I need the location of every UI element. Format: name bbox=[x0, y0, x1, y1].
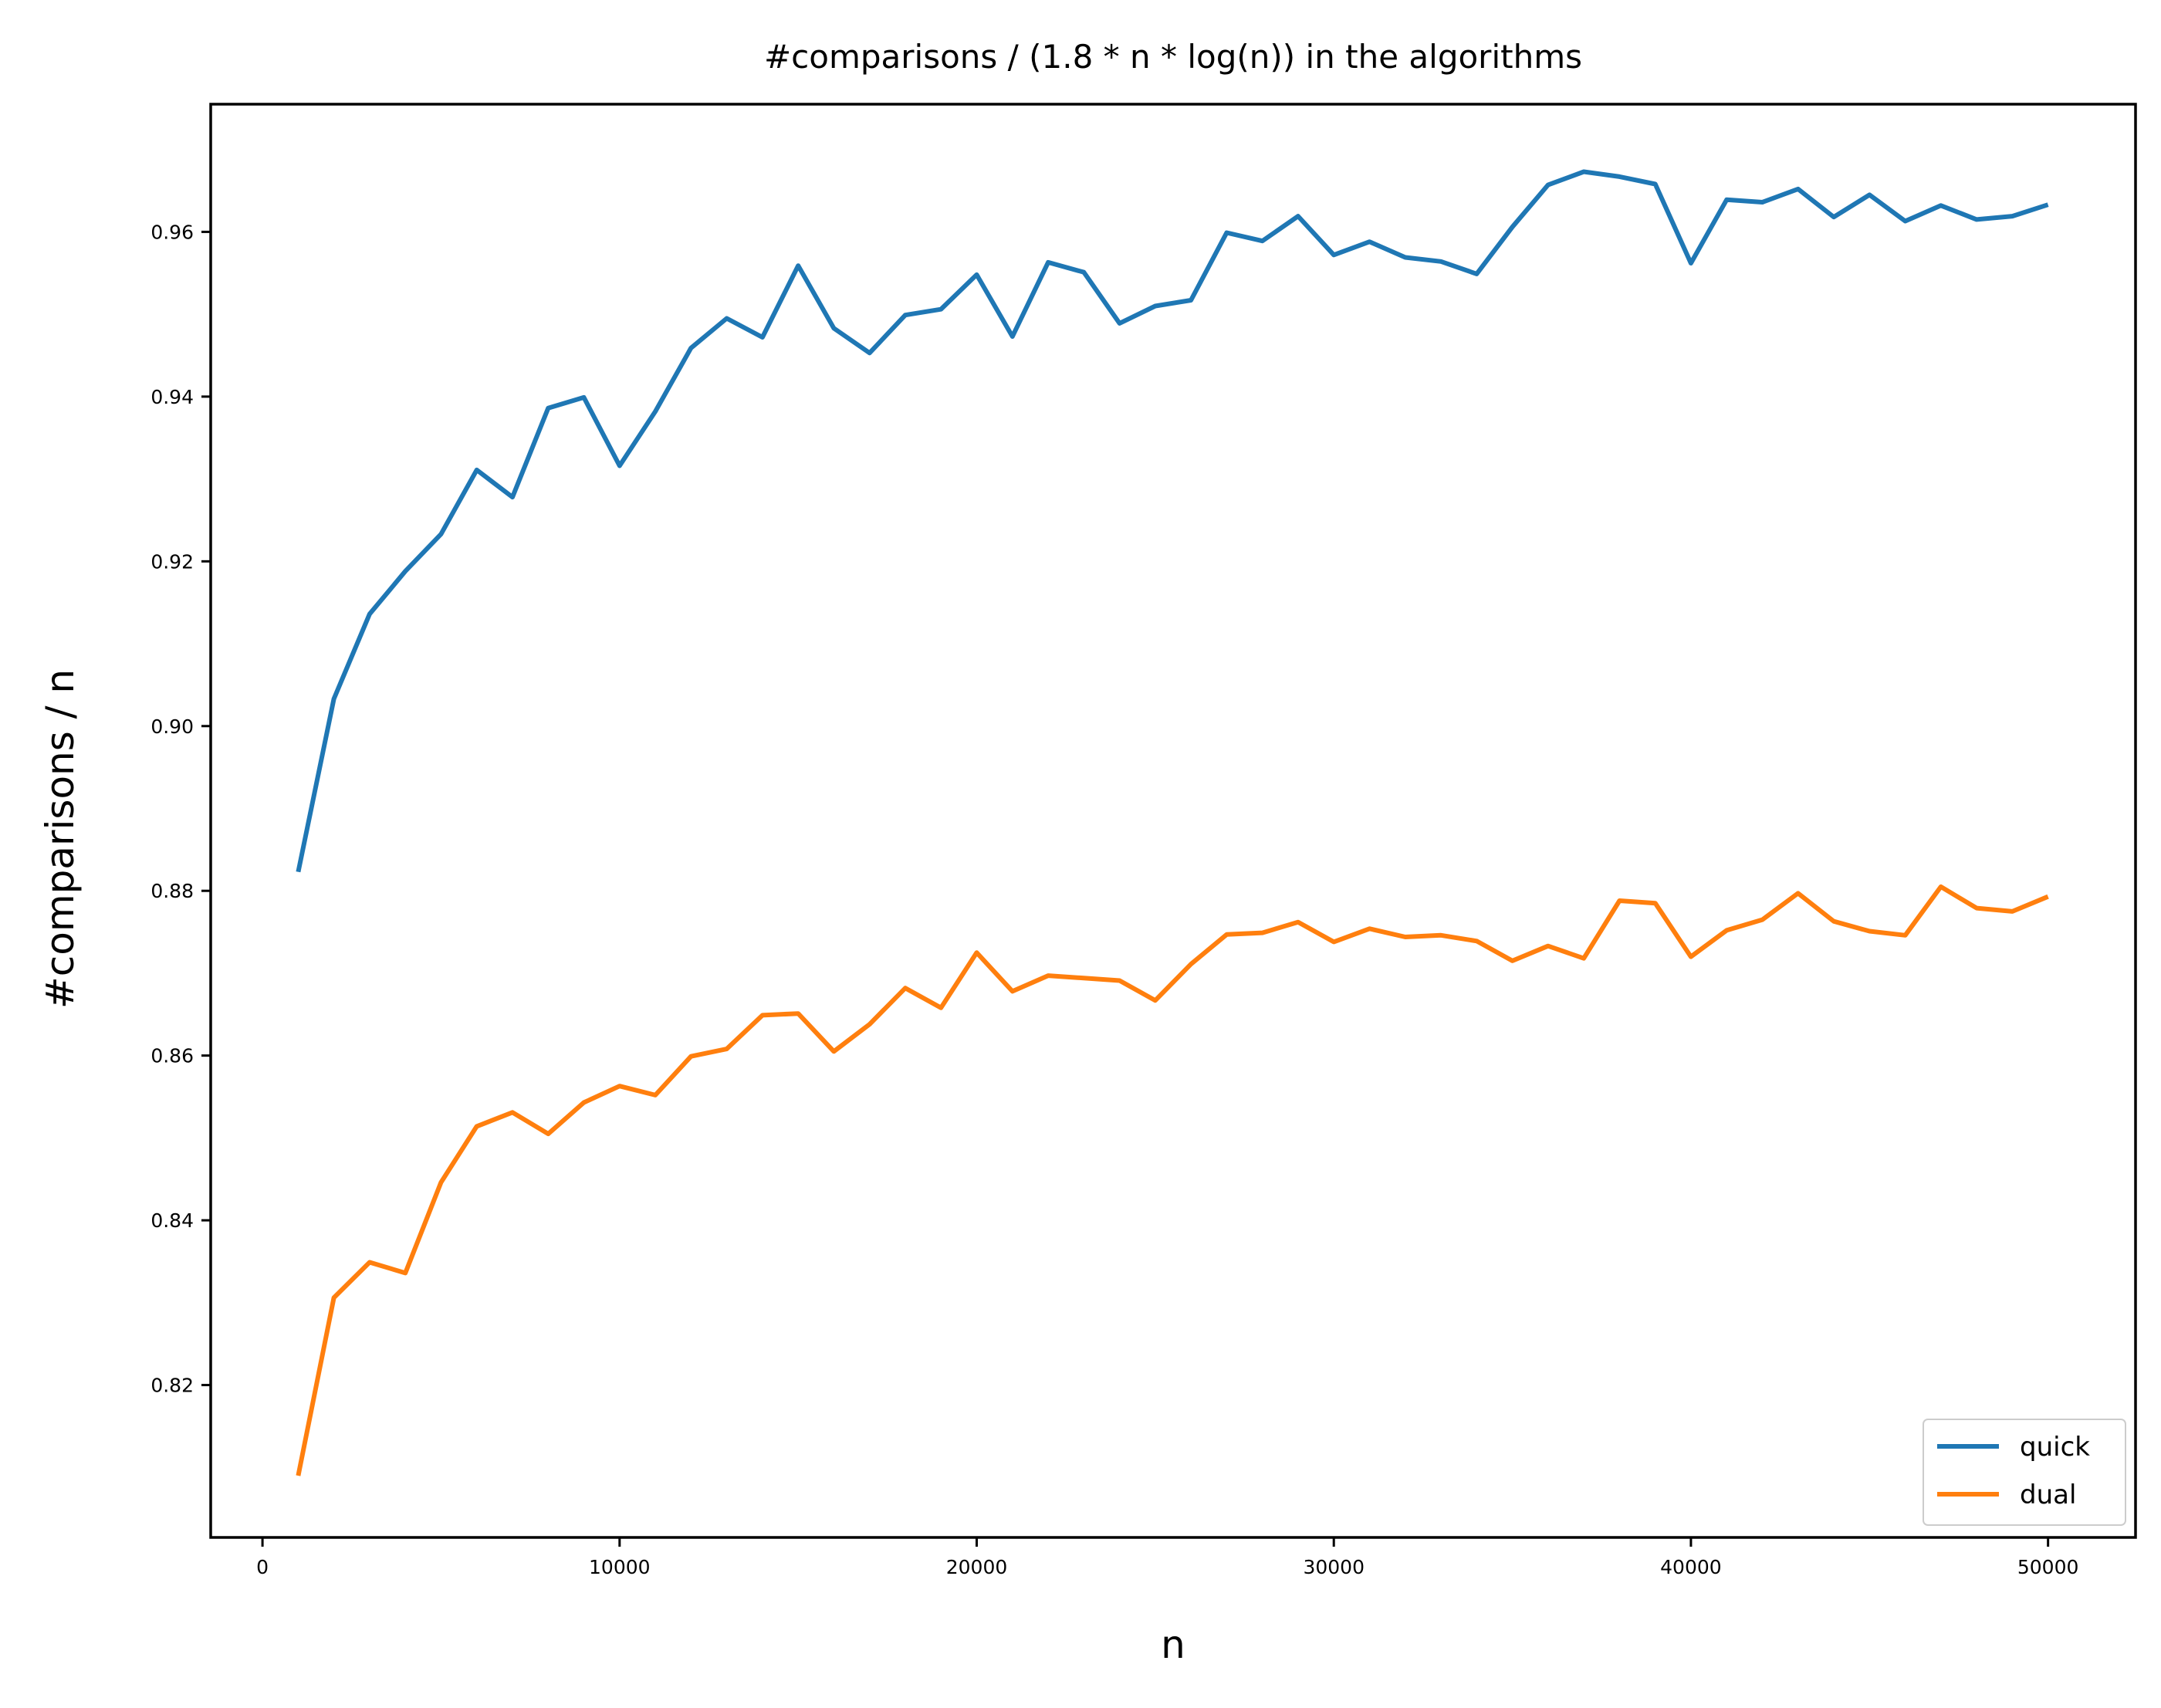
chart-title: #comparisons / (1.8 * n * log(n)) in the… bbox=[764, 38, 1582, 76]
y-tick-label: 0.84 bbox=[150, 1209, 194, 1232]
legend: quick dual bbox=[1923, 1419, 2126, 1526]
x-axis-title: n bbox=[1161, 1622, 1185, 1667]
y-tick-label: 0.88 bbox=[150, 880, 194, 902]
x-tick-label: 30000 bbox=[1303, 1556, 1365, 1578]
plot-area bbox=[296, 169, 2049, 1476]
series-line-quick bbox=[296, 169, 2049, 873]
axes: 0 10000 20000 30000 40000 50000 0.82 0.84 0.86 0.… bbox=[150, 103, 2137, 1578]
x-tick-label: 50000 bbox=[2017, 1556, 2079, 1578]
series-line-dual bbox=[296, 884, 2049, 1476]
x-tick-label: 0 bbox=[256, 1556, 269, 1578]
x-tick-label: 20000 bbox=[946, 1556, 1008, 1578]
x-tick-label: 40000 bbox=[1660, 1556, 1722, 1578]
legend-label-quick: quick bbox=[2020, 1432, 2090, 1463]
y-tick-label: 0.82 bbox=[150, 1375, 194, 1397]
y-tick-label: 0.86 bbox=[150, 1045, 194, 1067]
x-tick-label: 10000 bbox=[589, 1556, 651, 1578]
y-tick-label: 0.90 bbox=[150, 715, 194, 738]
y-axis-title: #comparisons / n bbox=[38, 669, 83, 1009]
y-tick-label: 0.94 bbox=[150, 386, 194, 408]
plot-frame bbox=[209, 103, 2137, 1539]
legend-label-dual: dual bbox=[2020, 1480, 2076, 1510]
y-tick-label: 0.96 bbox=[150, 221, 194, 243]
y-tick-label: 0.92 bbox=[150, 550, 194, 573]
